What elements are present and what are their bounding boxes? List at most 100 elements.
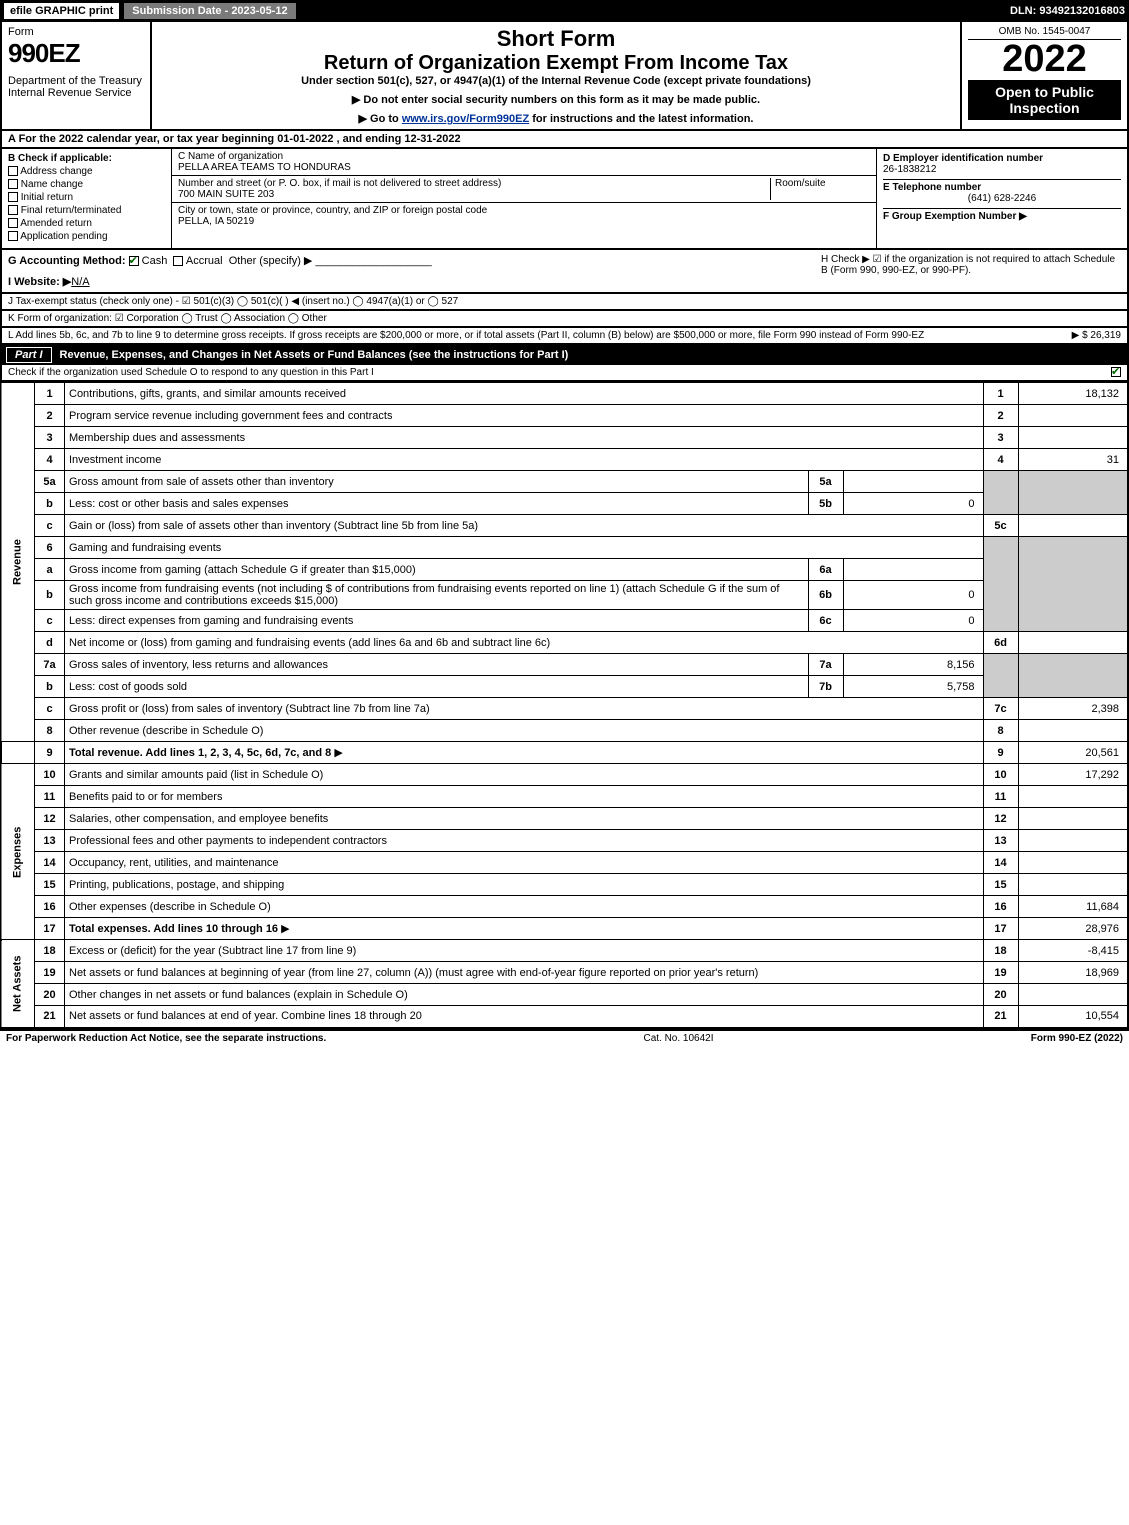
ln6d-desc: Net income or (loss) from gaming and fun… [65,632,984,654]
ln6a-subval [843,559,983,581]
ln13-col: 13 [983,830,1018,852]
ln7ab-greyval [1018,654,1128,698]
ln6d-col: 6d [983,632,1018,654]
ln6d-val [1018,632,1128,654]
ln21-num: 21 [35,1006,65,1028]
ln9-num: 9 [35,742,65,764]
subtitle: Under section 501(c), 527, or 4947(a)(1)… [160,75,952,87]
ln16-desc: Other expenses (describe in Schedule O) [65,896,984,918]
chk-initial-return[interactable]: Initial return [8,192,165,203]
chk-name-change[interactable]: Name change [8,179,165,190]
ln10-val: 17,292 [1018,764,1128,786]
ln14-val [1018,852,1128,874]
ln4-desc: Investment income [65,449,984,471]
chk-accrual[interactable] [173,256,183,266]
ln20-val [1018,984,1128,1006]
ln7a-subval: 8,156 [843,654,983,676]
section-h: H Check ▶ ☑ if the organization is not r… [821,254,1121,288]
ln10-desc: Grants and similar amounts paid (list in… [65,764,984,786]
part1-sub: Check if the organization used Schedule … [0,365,1129,382]
ln6-num: 6 [35,537,65,559]
ln15-num: 15 [35,874,65,896]
row-a-calendar-year: A For the 2022 calendar year, or tax yea… [0,131,1129,149]
footer-right: Form 990-EZ (2022) [1031,1033,1123,1044]
ln7b-subval: 5,758 [843,676,983,698]
chk-amended-return[interactable]: Amended return [8,218,165,229]
ln17-desc-text: Total expenses. Add lines 10 through 16 [69,923,278,935]
header-left: Form 990EZ Department of the Treasury In… [2,22,152,129]
chk-application-pending[interactable]: Application pending [8,231,165,242]
ln7c-num: c [35,698,65,720]
ln19-desc: Net assets or fund balances at beginning… [65,962,984,984]
ln7a-desc: Gross sales of inventory, less returns a… [65,654,809,676]
ln16-num: 16 [35,896,65,918]
form-number: 990EZ [8,38,144,69]
row-l: L Add lines 5b, 6c, and 7b to line 9 to … [0,328,1129,345]
ln10-num: 10 [35,764,65,786]
ln6a-sub: 6a [808,559,843,581]
ln15-val [1018,874,1128,896]
ln6c-num: c [35,610,65,632]
ln4-col: 4 [983,449,1018,471]
section-def: D Employer identification number 26-1838… [877,149,1127,248]
ln6a-num: a [35,559,65,581]
ln11-desc: Benefits paid to or for members [65,786,984,808]
goto-pre: ▶ Go to [359,113,402,125]
chk-application-pending-label: Application pending [20,231,107,242]
chk-final-return[interactable]: Final return/terminated [8,205,165,216]
part1-label: Part I [6,347,52,363]
ln12-val [1018,808,1128,830]
efile-label[interactable]: efile GRAPHIC print [4,3,119,19]
footer-left: For Paperwork Reduction Act Notice, see … [6,1033,326,1044]
org-name: PELLA AREA TEAMS TO HONDURAS [178,162,870,173]
top-bar: efile GRAPHIC print Submission Date - 20… [0,0,1129,22]
street-cell: Number and street (or P. O. box, if mail… [172,176,876,203]
ln5c-col: 5c [983,515,1018,537]
ln7c-desc: Gross profit or (loss) from sales of inv… [65,698,984,720]
street-label: Number and street (or P. O. box, if mail… [178,178,770,189]
irs-label: Internal Revenue Service [8,87,144,99]
city-value: PELLA, IA 50219 [178,216,870,227]
phone-label: E Telephone number [883,179,1121,193]
ln15-desc: Printing, publications, postage, and shi… [65,874,984,896]
org-name-label: C Name of organization [178,151,870,162]
ln5ab-grey [983,471,1018,515]
ln1-col: 1 [983,383,1018,405]
chk-cash[interactable] [129,256,139,266]
ln18-col: 18 [983,940,1018,962]
ln5a-desc: Gross amount from sale of assets other t… [65,471,809,493]
ln6b-num: b [35,581,65,610]
ln6a-desc: Gross income from gaming (attach Schedul… [65,559,809,581]
ln8-col: 8 [983,720,1018,742]
section-g: G Accounting Method: Cash Accrual Other … [8,254,821,288]
row-j: J Tax-exempt status (check only one) - ☑… [0,294,1129,311]
l-text: L Add lines 5b, 6c, and 7b to line 9 to … [8,330,1072,341]
g-label: G Accounting Method: [8,255,126,267]
chk-address-change[interactable]: Address change [8,166,165,177]
chk-initial-return-label: Initial return [21,192,73,203]
ln10-col: 10 [983,764,1018,786]
irs-link[interactable]: www.irs.gov/Form990EZ [402,113,529,125]
ln5c-num: c [35,515,65,537]
ln17-val: 28,976 [1018,918,1128,940]
ln19-val: 18,969 [1018,962,1128,984]
ln1-val: 18,132 [1018,383,1128,405]
ln5a-sub: 5a [808,471,843,493]
ln7c-val: 2,398 [1018,698,1128,720]
website-value: N/A [71,276,89,288]
ln5ab-greyval [1018,471,1128,515]
ln3-val [1018,427,1128,449]
ln3-col: 3 [983,427,1018,449]
ln16-col: 16 [983,896,1018,918]
main-title: Return of Organization Exempt From Incom… [160,52,952,75]
chk-schedule-o[interactable] [1111,367,1121,377]
city-label: City or town, state or province, country… [178,205,870,216]
ln9-desc: Total revenue. Add lines 1, 2, 3, 4, 5c,… [65,742,984,764]
submission-date: Submission Date - 2023-05-12 [123,2,296,20]
ln14-num: 14 [35,852,65,874]
form-header: Form 990EZ Department of the Treasury In… [0,22,1129,131]
ln5a-subval [843,471,983,493]
header-right: OMB No. 1545-0047 2022 Open to Public In… [962,22,1127,129]
page-footer: For Paperwork Reduction Act Notice, see … [0,1029,1129,1046]
row-k: K Form of organization: ☑ Corporation ◯ … [0,311,1129,328]
